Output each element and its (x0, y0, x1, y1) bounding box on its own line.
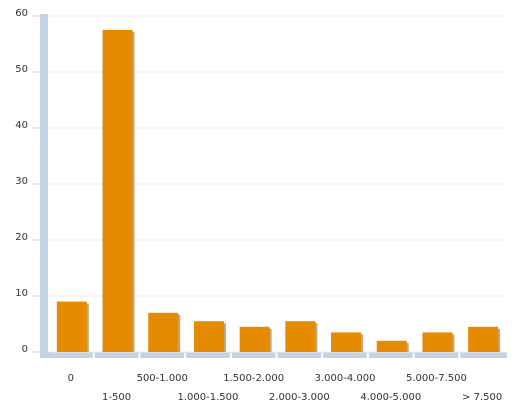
y-axis-bar (40, 14, 48, 358)
y-tick-label: 40 (15, 120, 28, 131)
bar (148, 312, 179, 352)
x-tick-label: 500-1.000 (137, 373, 188, 384)
y-tick-label: 10 (15, 288, 28, 299)
bar (376, 340, 407, 352)
x-tick-label: 0 (68, 373, 74, 384)
bar (102, 30, 133, 352)
y-tick-label: 20 (15, 232, 28, 243)
x-tick-label: 2.000-3.000 (269, 392, 330, 403)
bar (422, 332, 453, 352)
bar (193, 321, 224, 352)
y-tick-label: 0 (22, 344, 28, 355)
bar (56, 301, 87, 352)
y-tick-label: 30 (15, 176, 28, 187)
bar (331, 332, 362, 352)
x-tick-label: 1-500 (102, 392, 131, 403)
bar (285, 321, 316, 352)
x-tick-label: 1.500-2.000 (223, 373, 284, 384)
bar (239, 326, 270, 352)
x-tick-label: 3.000-4.000 (315, 373, 376, 384)
y-tick-label: 50 (15, 64, 28, 75)
x-tick-label: 1.000-1.500 (178, 392, 239, 403)
x-tick-label: 4.000-5.000 (360, 392, 421, 403)
x-axis-bar (40, 352, 507, 358)
y-tick-label: 60 (15, 8, 28, 19)
x-tick-label: > 7.500 (462, 392, 502, 403)
x-tick-label: 5.000-7.500 (406, 373, 467, 384)
bar (468, 326, 499, 352)
